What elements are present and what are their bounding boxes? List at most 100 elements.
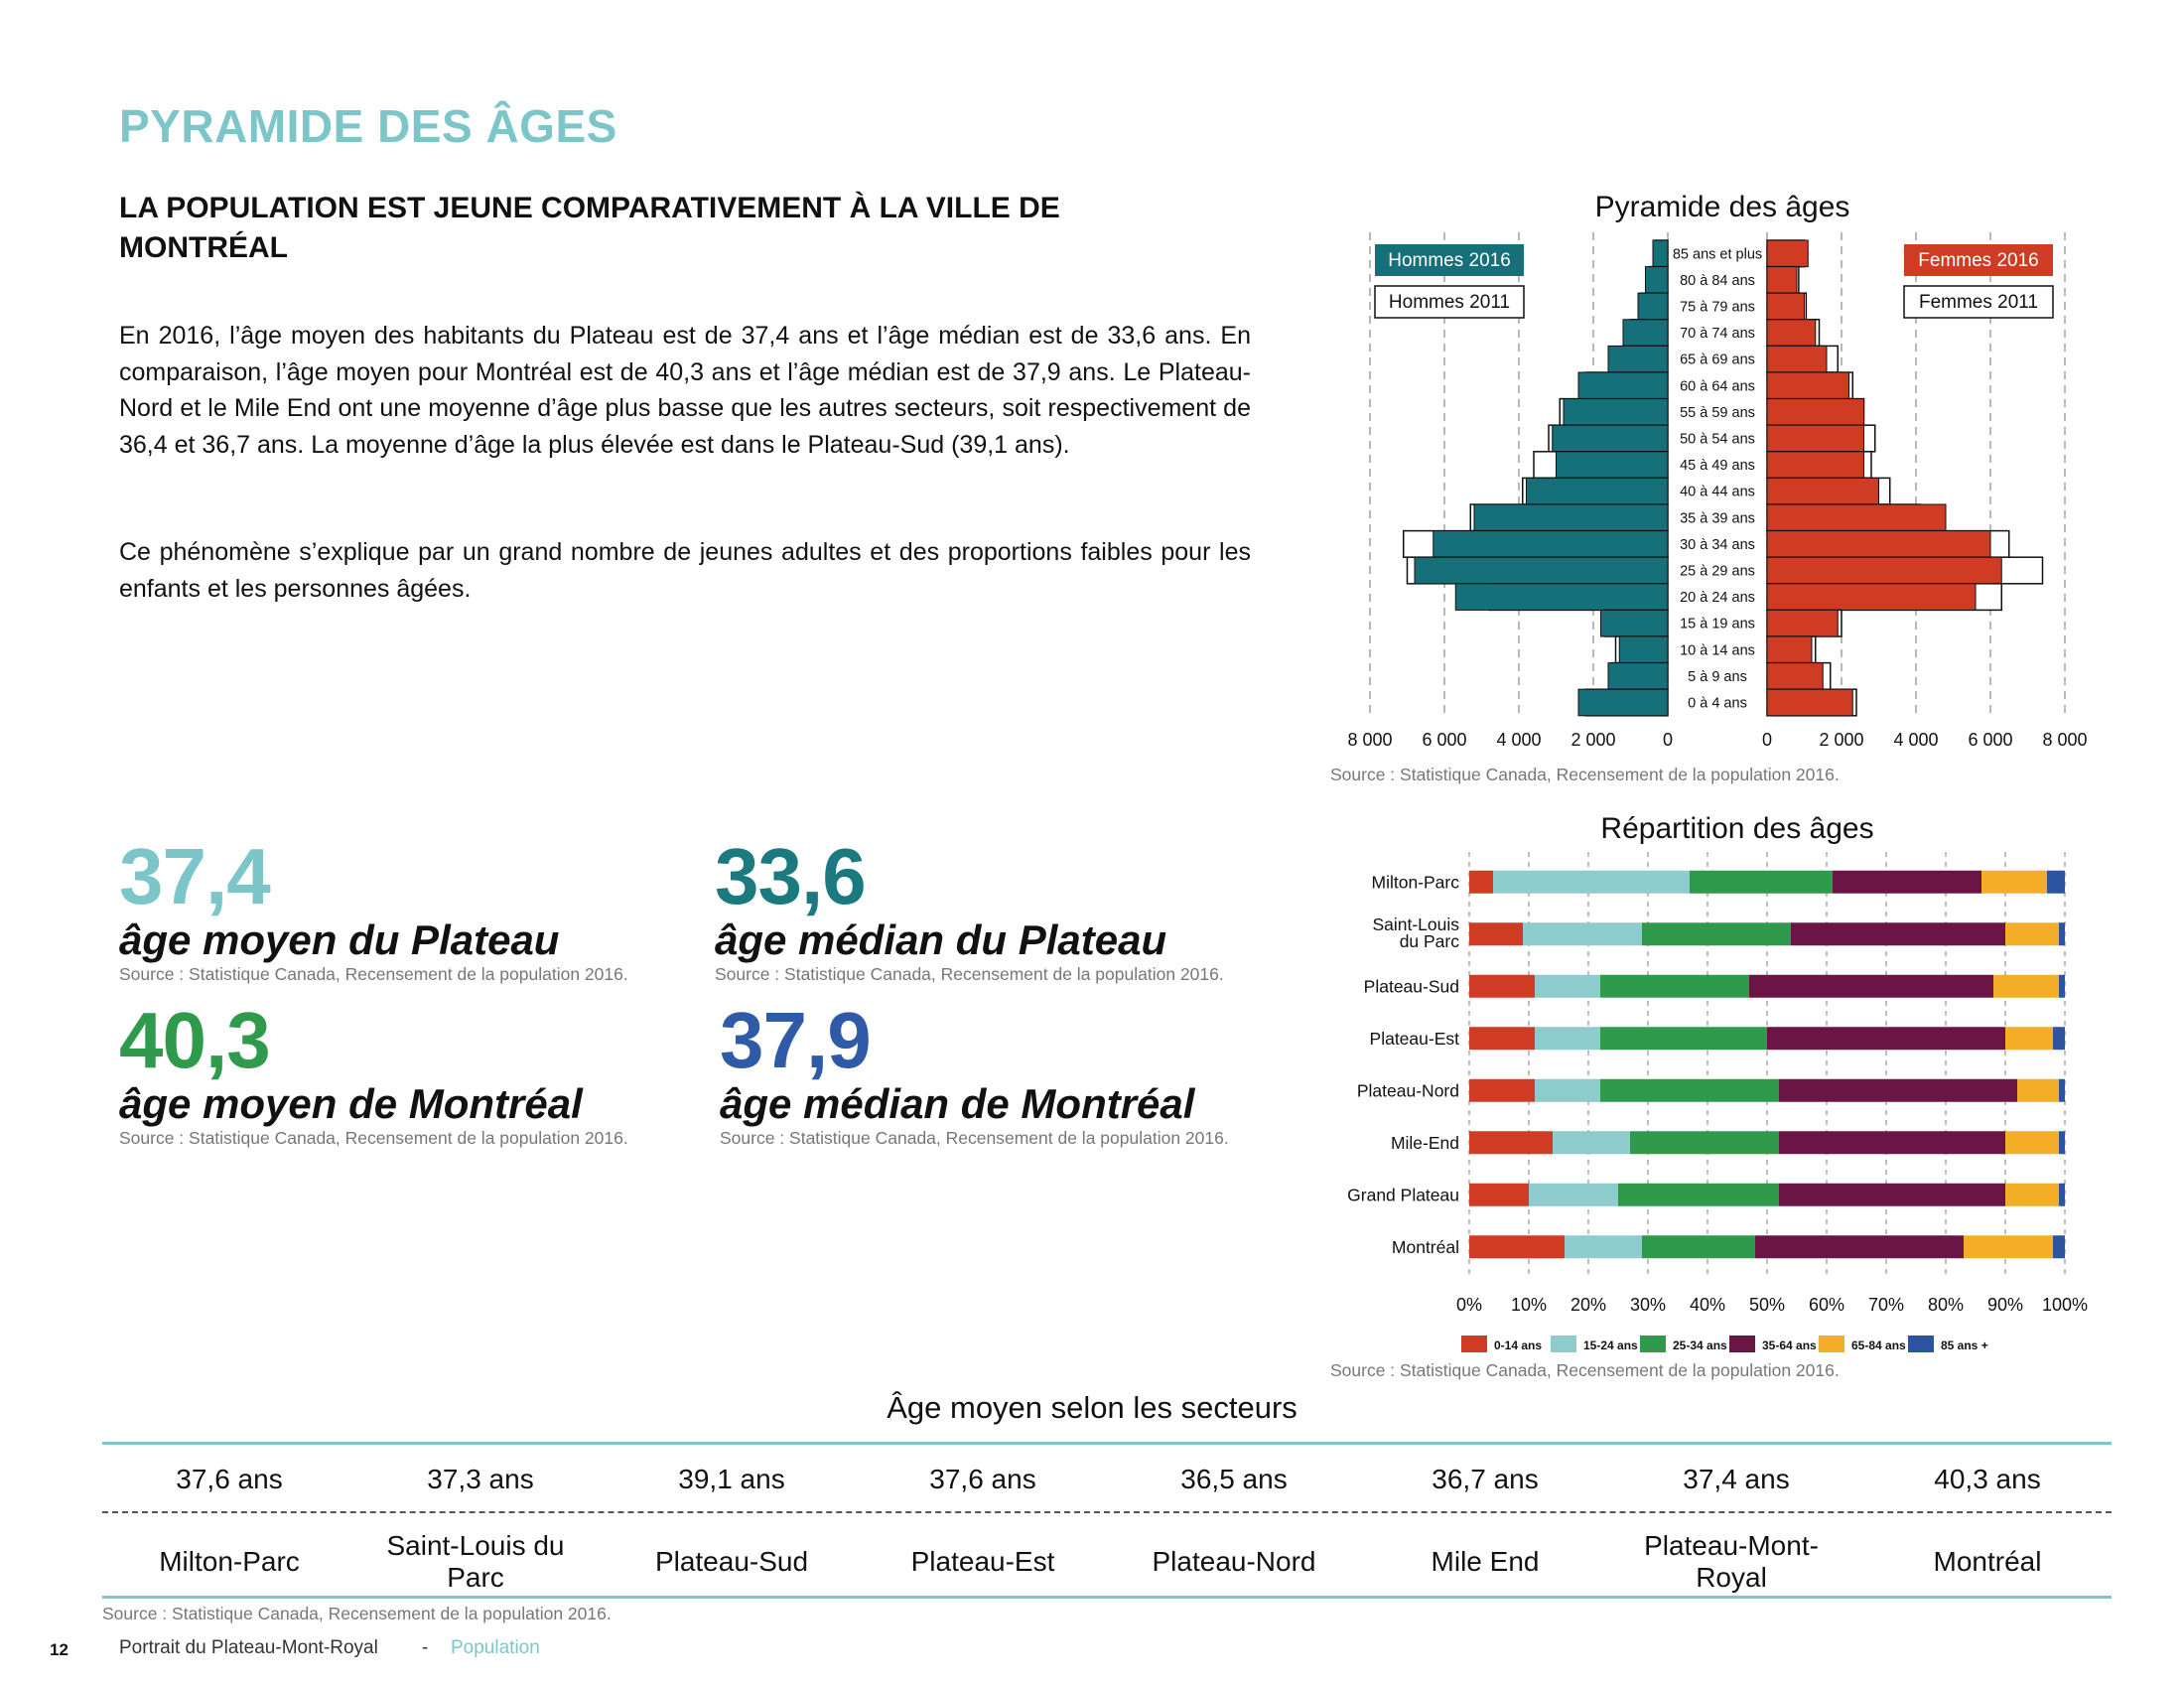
pyramid-bar-women-2016 xyxy=(1766,371,1849,400)
pyramid-age-label: 80 à 84 ans xyxy=(1680,273,1755,289)
stacked-bar-segment xyxy=(1469,1183,1529,1206)
stat-value: 40,3 xyxy=(119,996,271,1084)
stacked-bar-segment xyxy=(1535,1078,1600,1102)
stacked-bar-segment xyxy=(1755,1235,1964,1259)
stacked-tick-label: 100% xyxy=(2042,1295,2088,1315)
sector-name: Plateau-Nord xyxy=(1152,1546,1316,1577)
pyramid-age-label: 25 à 29 ans xyxy=(1680,564,1755,580)
stacked-bar-segment xyxy=(2005,922,2059,946)
pyramid-bar-men-2016 xyxy=(1563,398,1669,426)
sector-name: Saint-Louis du Parc xyxy=(386,1530,565,1593)
sector-top-rule xyxy=(102,1442,2112,1445)
pyramid-bar-men-2016 xyxy=(1637,292,1669,321)
stacked-bar-segment xyxy=(2053,1027,2065,1051)
legend-swatch xyxy=(1819,1336,1844,1352)
pyramid-age-label: 45 à 49 ans xyxy=(1680,458,1755,474)
stat-mean-age-plateau: 37,4 âge moyen du Plateau Source : Stati… xyxy=(119,837,628,985)
legend-women-2016-label: Femmes 2016 xyxy=(1918,250,2038,271)
intro-paragraph: En 2016, l’âge moyen des habitants du Pl… xyxy=(119,322,1251,459)
pyramid-bar-women-2016 xyxy=(1766,319,1817,347)
section-subtitle: LA POPULATION EST JEUNE COMPARATIVEMENT … xyxy=(119,192,1060,264)
pyramid-bar-women-2016 xyxy=(1766,503,1947,532)
legend-men-2011-label: Hommes 2011 xyxy=(1389,292,1510,313)
stacked-bar-segment xyxy=(1600,1027,1767,1051)
pyramid-age-label: 30 à 34 ans xyxy=(1680,537,1755,553)
stacked-bar-segment xyxy=(2005,1131,2059,1155)
pyramid-tick-label: 6 000 xyxy=(1422,730,1466,750)
stat-label: âge moyen de Montréal xyxy=(119,1080,583,1127)
pyramid-age-label: 85 ans et plus xyxy=(1673,246,1762,262)
stat-source: Source : Statistique Canada, Recensement… xyxy=(119,964,628,984)
pyramid-bar-men-2016 xyxy=(1454,583,1669,611)
stacked-bar-segment xyxy=(1565,1235,1642,1259)
pyramid-bar-women-2016 xyxy=(1766,662,1824,690)
stacked-tick-label: 50% xyxy=(1749,1295,1785,1315)
page-title: PYRAMIDE DES ÂGES xyxy=(119,100,617,152)
legend-women-2011-swatch xyxy=(1903,285,2054,319)
pyramid-bar-men-2016 xyxy=(1577,688,1669,717)
stacked-bar-segment xyxy=(1981,870,2047,894)
pyramid-age-label: 50 à 54 ans xyxy=(1680,432,1755,448)
pyramid-tick-label: 4 000 xyxy=(1496,730,1541,750)
pyramid-age-label: 5 à 9 ans xyxy=(1688,669,1747,685)
pyramid-tick-label: 6 000 xyxy=(1968,730,2012,750)
sector-age-value: 39,1 ans xyxy=(678,1464,785,1494)
stacked-bar-segment xyxy=(1618,1183,1779,1206)
stacked-bar-segment xyxy=(1964,1235,2053,1259)
stat-mean-age-montreal: 40,3 âge moyen de Montréal Source : Stat… xyxy=(119,1001,628,1149)
stacked-category-label: du Parc xyxy=(1400,931,1460,951)
stat-label: âge moyen du Plateau xyxy=(119,916,560,963)
stacked-bar-segment xyxy=(1493,870,1690,894)
stacked-bar-segment xyxy=(2059,1078,2065,1102)
stacked-bar-segment xyxy=(1642,922,1791,946)
stacked-bar-segment xyxy=(2005,1027,2053,1051)
stat-value: 37,4 xyxy=(119,832,271,920)
pyramid-bar-women-2016 xyxy=(1766,688,1853,717)
pyramid-bar-men-2016 xyxy=(1473,503,1669,532)
sector-age-value: 37,6 ans xyxy=(176,1464,283,1494)
stacked-tick-label: 10% xyxy=(1511,1295,1547,1315)
footer-document-title: Portrait du Plateau-Mont-Royal xyxy=(119,1637,378,1658)
pyramid-source: Source : Statistique Canada, Recensement… xyxy=(1330,765,1840,784)
pyramid-bar-women-2016 xyxy=(1766,239,1809,268)
pyramid-tick-label: 0 xyxy=(1663,730,1673,750)
pyramid-bar-men-2016 xyxy=(1600,609,1669,637)
footer-section-link[interactable]: Population xyxy=(451,1637,540,1658)
pyramid-age-label: 35 à 39 ans xyxy=(1680,510,1755,526)
pyramid-bar-women-2016 xyxy=(1766,530,1991,558)
pyramid-bar-men-2016 xyxy=(1526,477,1669,505)
stacked-bar-segment xyxy=(1469,1078,1535,1102)
legend-swatch xyxy=(1461,1336,1487,1352)
pyramid-age-label: 75 à 79 ans xyxy=(1680,300,1755,316)
stacked-bar-segment xyxy=(2059,974,2065,998)
sector-source: Source : Statistique Canada, Recensement… xyxy=(102,1604,612,1623)
stacked-bar-segment xyxy=(1535,974,1600,998)
pyramid-bar-men-2016 xyxy=(1556,451,1669,479)
stacked-category-label: Saint-Louis xyxy=(1372,914,1459,934)
stacked-bar-segment xyxy=(1833,870,1981,894)
legend-swatch xyxy=(1551,1336,1576,1352)
sector-name: Montréal xyxy=(1933,1546,2042,1577)
stacked-bar-segment xyxy=(1993,974,2059,998)
legend-swatch xyxy=(1729,1336,1755,1352)
stacked-tick-label: 40% xyxy=(1690,1295,1725,1315)
distribution-chart-title: Répartition des âges xyxy=(1600,812,1874,845)
pyramid-bar-men-2016 xyxy=(1433,530,1669,558)
pyramid-bar-women-2016 xyxy=(1766,345,1828,373)
sector-name: Mile End xyxy=(1431,1546,1540,1577)
stacked-bar-segment xyxy=(2047,870,2065,894)
stacked-bar-segment xyxy=(1523,922,1642,946)
sector-age-value: 36,7 ans xyxy=(1432,1464,1539,1494)
stacked-bar-segment xyxy=(2059,922,2065,946)
pyramid-bar-women-2016 xyxy=(1766,609,1839,637)
legend-label: 35-64 ans xyxy=(1762,1338,1817,1352)
stat-median-age-montreal: 37,9 âge médian de Montréal Source : Sta… xyxy=(720,1001,1229,1149)
stacked-bar-segment xyxy=(2059,1183,2065,1206)
pyramid-age-label: 10 à 14 ans xyxy=(1680,642,1755,658)
stacked-bar-segment xyxy=(2017,1078,2059,1102)
stacked-tick-label: 90% xyxy=(1987,1295,2023,1315)
stacked-bar-segment xyxy=(1553,1131,1630,1155)
stacked-bar-segment xyxy=(1779,1078,2017,1102)
sector-age-value: 37,6 ans xyxy=(929,1464,1036,1494)
sector-name: Plateau-Sud xyxy=(654,1546,809,1577)
